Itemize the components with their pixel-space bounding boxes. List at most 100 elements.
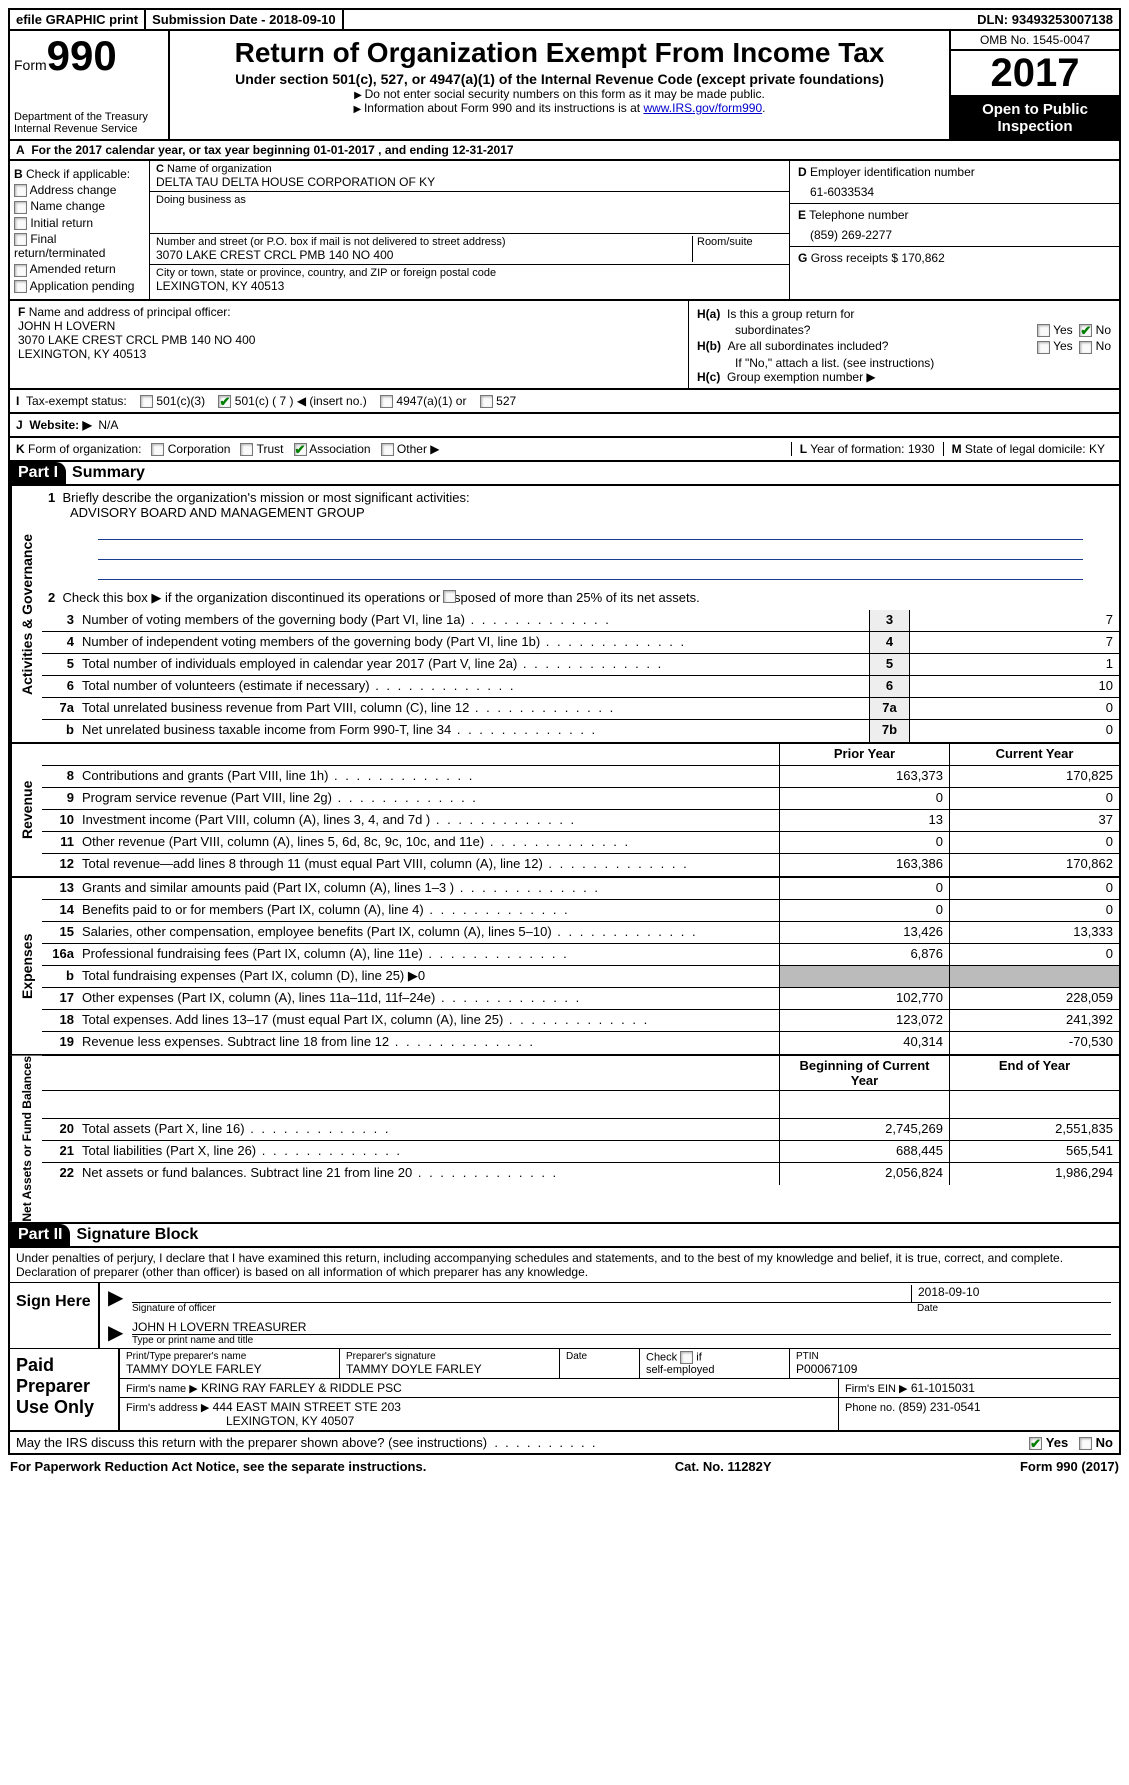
penalty-statement: Under penalties of perjury, I declare th… [10, 1248, 1119, 1283]
org-name: DELTA TAU DELTA HOUSE CORPORATION OF KY [156, 175, 783, 189]
officer-addr1: 3070 LAKE CREST CRCL PMB 140 NO 400 [18, 333, 680, 347]
preparer-name: TAMMY DOYLE FARLEY [126, 1362, 333, 1376]
irs-link[interactable]: www.IRS.gov/form990 [643, 101, 762, 115]
col-F: F Name and address of principal officer:… [10, 301, 689, 388]
exp-line: 13Grants and similar amounts paid (Part … [42, 878, 1119, 900]
row-K: K Form of organization: Corporation Trus… [8, 438, 1121, 462]
gov-line: bNet unrelated business taxable income f… [42, 720, 1119, 742]
Hb-note: If "No," attach a list. (see instruction… [697, 356, 1111, 370]
street-box: Number and street (or P.O. box if mail i… [150, 234, 789, 265]
row-I: I Tax-exempt status: 501(c)(3) 501(c) ( … [8, 390, 1121, 414]
form-subtitle: Under section 501(c), 527, or 4947(a)(1)… [178, 71, 941, 87]
header-left: Form990 Department of the Treasury Inter… [10, 31, 170, 139]
revenue-section: Revenue Prior Year Current Year 8Contrib… [8, 744, 1121, 878]
ein: 61-6033534 [798, 179, 1111, 199]
year-formation: L Year of formation: 1930 [791, 442, 943, 456]
discuss-no[interactable] [1079, 1437, 1092, 1450]
rev-line: 10Investment income (Part VIII, column (… [42, 810, 1119, 832]
gov-line: 6Total number of volunteers (estimate if… [42, 676, 1119, 698]
col-B: B Check if applicable: Address change Na… [10, 161, 150, 299]
gov-line: 5Total number of individuals employed in… [42, 654, 1119, 676]
self-employed: Check ifself-employed [640, 1349, 790, 1378]
H-c: H(c) Group exemption number ▶ [697, 370, 1111, 384]
cat-no: Cat. No. 11282Y [675, 1459, 772, 1474]
top-bar: efile GRAPHIC print Submission Date - 20… [8, 8, 1121, 31]
col-H: H(a) Is this a group return for subordin… [689, 301, 1119, 388]
exp-line: 15Salaries, other compensation, employee… [42, 922, 1119, 944]
exp-line: 14Benefits paid to or for members (Part … [42, 900, 1119, 922]
chk-initial-return[interactable]: Initial return [14, 216, 145, 230]
Ha-yes[interactable] [1037, 324, 1050, 337]
telephone: (859) 269-2277 [798, 222, 1111, 242]
firm-addr: 444 EAST MAIN STREET STE 203 [213, 1400, 401, 1414]
form-header: Form990 Department of the Treasury Inter… [8, 31, 1121, 141]
Hb-yes[interactable] [1037, 341, 1050, 354]
officer-name: JOHN H LOVERN [18, 319, 680, 333]
chk-assoc[interactable] [294, 443, 307, 456]
side-netassets: Net Assets or Fund Balances [10, 1056, 42, 1222]
chk-final-return[interactable]: Final return/terminated [14, 232, 145, 260]
chk-trust[interactable] [240, 443, 253, 456]
chk-amended[interactable]: Amended return [14, 262, 145, 276]
gov-line: 3Number of voting members of the governi… [42, 610, 1119, 632]
phone-box: E Telephone number (859) 269-2277 [790, 204, 1119, 247]
netassets-section: Net Assets or Fund Balances Beginning of… [8, 1056, 1121, 1224]
exp-line: 18Total expenses. Add lines 13–17 (must … [42, 1010, 1119, 1032]
exp-line: 17Other expenses (Part IX, column (A), l… [42, 988, 1119, 1010]
tax-year: 2017 [951, 51, 1119, 97]
form-title: Return of Organization Exempt From Incom… [178, 37, 941, 69]
city: LEXINGTON, KY 40513 [156, 279, 783, 293]
sign-arrow-icon-2: ▶ [108, 1320, 132, 1346]
note-info: Information about Form 990 and its instr… [178, 101, 941, 115]
form-number: 990 [47, 32, 117, 79]
chk-4947[interactable] [380, 395, 393, 408]
chk-501c3[interactable] [140, 395, 153, 408]
header-right: OMB No. 1545-0047 2017 Open to PublicIns… [949, 31, 1119, 139]
chk-address-change[interactable]: Address change [14, 183, 145, 197]
governance-section: Activities & Governance 1 Briefly descri… [8, 486, 1121, 744]
chk-name-change[interactable]: Name change [14, 199, 145, 213]
row-J: J Website: ▶ N/A [8, 414, 1121, 438]
firm-name: KRING RAY FARLEY & RIDDLE PSC [201, 1381, 402, 1395]
exp-line: 19Revenue less expenses. Subtract line 1… [42, 1032, 1119, 1054]
part1-header: Part ISummary [8, 462, 1121, 486]
firm-city: LEXINGTON, KY 40507 [126, 1414, 832, 1428]
form-ref: Form 990 (2017) [1020, 1459, 1119, 1474]
rev-line: 11Other revenue (Part VIII, column (A), … [42, 832, 1119, 854]
exp-line: 16aProfessional fundraising fees (Part I… [42, 944, 1119, 966]
sig-date: 2018-09-10 [911, 1285, 1111, 1303]
side-governance: Activities & Governance [10, 486, 42, 742]
netassets-header: Beginning of Current Year End of Year [42, 1056, 1119, 1091]
chk-corp[interactable] [151, 443, 164, 456]
col-C: C Name of organization DELTA TAU DELTA H… [150, 161, 789, 299]
state-domicile: M State of legal domicile: KY [943, 442, 1113, 456]
open-inspection: Open to PublicInspection [951, 97, 1119, 139]
submission-date: Submission Date - 2018-09-10 [146, 10, 344, 29]
ein-box: D Employer identification number 61-6033… [790, 161, 1119, 204]
page-footer: For Paperwork Reduction Act Notice, see … [8, 1455, 1121, 1478]
chk-527[interactable] [480, 395, 493, 408]
Hb-no[interactable] [1079, 341, 1092, 354]
dba-box: Doing business as [150, 192, 789, 234]
side-expenses: Expenses [10, 878, 42, 1054]
Ha-no[interactable] [1079, 324, 1092, 337]
na-line: 21Total liabilities (Part X, line 26)688… [42, 1141, 1119, 1163]
chk-pending[interactable]: Application pending [14, 279, 145, 293]
paid-preparer: Paid Preparer Use Only Print/Type prepar… [10, 1349, 1119, 1430]
efile-label: efile GRAPHIC print [10, 10, 146, 29]
mission-block: 1 Briefly describe the organization's mi… [42, 486, 1119, 610]
sign-here-row: Sign Here ▶ 2018-09-10 Signature of offi… [10, 1283, 1119, 1349]
ptin: P00067109 [796, 1362, 1113, 1376]
H-a: H(a) Is this a group return for [697, 307, 1111, 321]
chk-q2[interactable] [443, 590, 456, 603]
org-name-box: C Name of organization DELTA TAU DELTA H… [150, 161, 789, 192]
sign-arrow-icon: ▶ [108, 1285, 132, 1314]
form-word: Form [14, 57, 47, 73]
discuss-row: May the IRS discuss this return with the… [8, 1432, 1121, 1455]
gross-receipts: G Gross receipts $ 170,862 [790, 247, 1119, 269]
chk-other[interactable] [381, 443, 394, 456]
chk-501c[interactable] [218, 395, 231, 408]
officer-addr2: LEXINGTON, KY 40513 [18, 347, 680, 361]
part2-header: Part IISignature Block [8, 1224, 1121, 1248]
discuss-yes[interactable] [1029, 1437, 1042, 1450]
